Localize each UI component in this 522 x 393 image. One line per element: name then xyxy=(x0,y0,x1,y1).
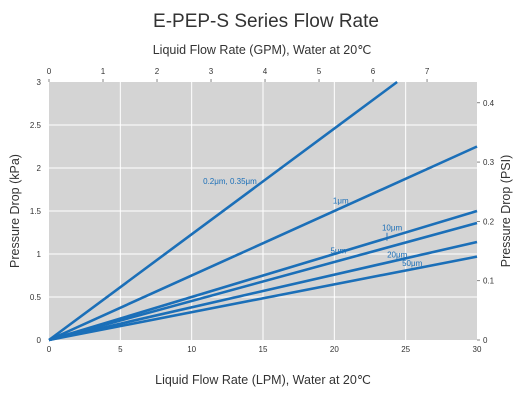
chart-title: E-PEP-S Series Flow Rate xyxy=(153,11,379,32)
x-tick-label: 15 xyxy=(259,345,268,354)
x2-tick-label: 2 xyxy=(155,67,160,76)
x2-tick-label: 1 xyxy=(101,67,106,76)
y2-tick-label: 0.3 xyxy=(483,158,495,167)
y2-axis-label: Pressure Drop (PSI) xyxy=(499,155,513,268)
series-line xyxy=(48,209,478,342)
series-line xyxy=(48,240,478,342)
y-tick-label: 0 xyxy=(37,336,42,345)
x2-tick-label: 7 xyxy=(425,67,430,76)
y-axis: 0 0.5 1 1.5 2 2.5 3 xyxy=(30,78,42,345)
y2-tick-label: 0.2 xyxy=(483,217,495,226)
y-tick-label: 0.5 xyxy=(30,293,42,302)
series-label: 10μm xyxy=(382,224,403,233)
x-axis-label: Liquid Flow Rate (LPM), Water at 20℃ xyxy=(155,373,371,387)
x2-tick-label: 5 xyxy=(317,67,322,76)
y-axis-label: Pressure Drop (kPa) xyxy=(8,154,22,268)
series-line xyxy=(48,80,398,342)
y-tick-label: 2.5 xyxy=(30,121,42,130)
series-line xyxy=(48,145,478,342)
series-label: 50μm xyxy=(402,259,423,268)
y-tick-label: 3 xyxy=(37,78,42,87)
y-tick-label: 1 xyxy=(37,250,42,259)
series-label: 0.2μm, 0.35μm xyxy=(203,177,257,186)
series-label: 1μm xyxy=(333,196,349,205)
x-axis: 0 5 10 15 20 25 30 xyxy=(47,345,482,354)
x2-tick-label: 6 xyxy=(371,67,376,76)
y-tick-label: 2 xyxy=(37,164,42,173)
series-label: 5μm xyxy=(330,246,346,255)
x-tick-label: 30 xyxy=(473,345,482,354)
x2-tick-label: 4 xyxy=(263,67,268,76)
series-line xyxy=(48,255,478,342)
x-tick-label: 0 xyxy=(47,345,52,354)
x-tick-label: 10 xyxy=(187,345,196,354)
x-tick-label: 5 xyxy=(118,345,123,354)
series-line xyxy=(48,221,478,342)
x-tick-label: 20 xyxy=(330,345,339,354)
x2-tick-label: 0 xyxy=(47,67,52,76)
x2-axis-label: Liquid Flow Rate (GPM), Water at 20℃ xyxy=(153,43,372,57)
x2-tick-label: 3 xyxy=(209,67,214,76)
x-tick-label: 25 xyxy=(401,345,410,354)
y-tick-label: 1.5 xyxy=(30,207,42,216)
y2-tick-label: 0.4 xyxy=(483,99,495,108)
x2-axis: 0 1 2 3 4 5 6 7 xyxy=(47,67,430,82)
y2-axis: 0 0.1 0.2 0.3 0.4 xyxy=(477,99,495,345)
y2-tick-label: 0.1 xyxy=(483,277,495,286)
series-label: 20μm xyxy=(387,251,408,260)
y2-tick-label: 0 xyxy=(483,336,488,345)
series-lines xyxy=(48,80,478,342)
